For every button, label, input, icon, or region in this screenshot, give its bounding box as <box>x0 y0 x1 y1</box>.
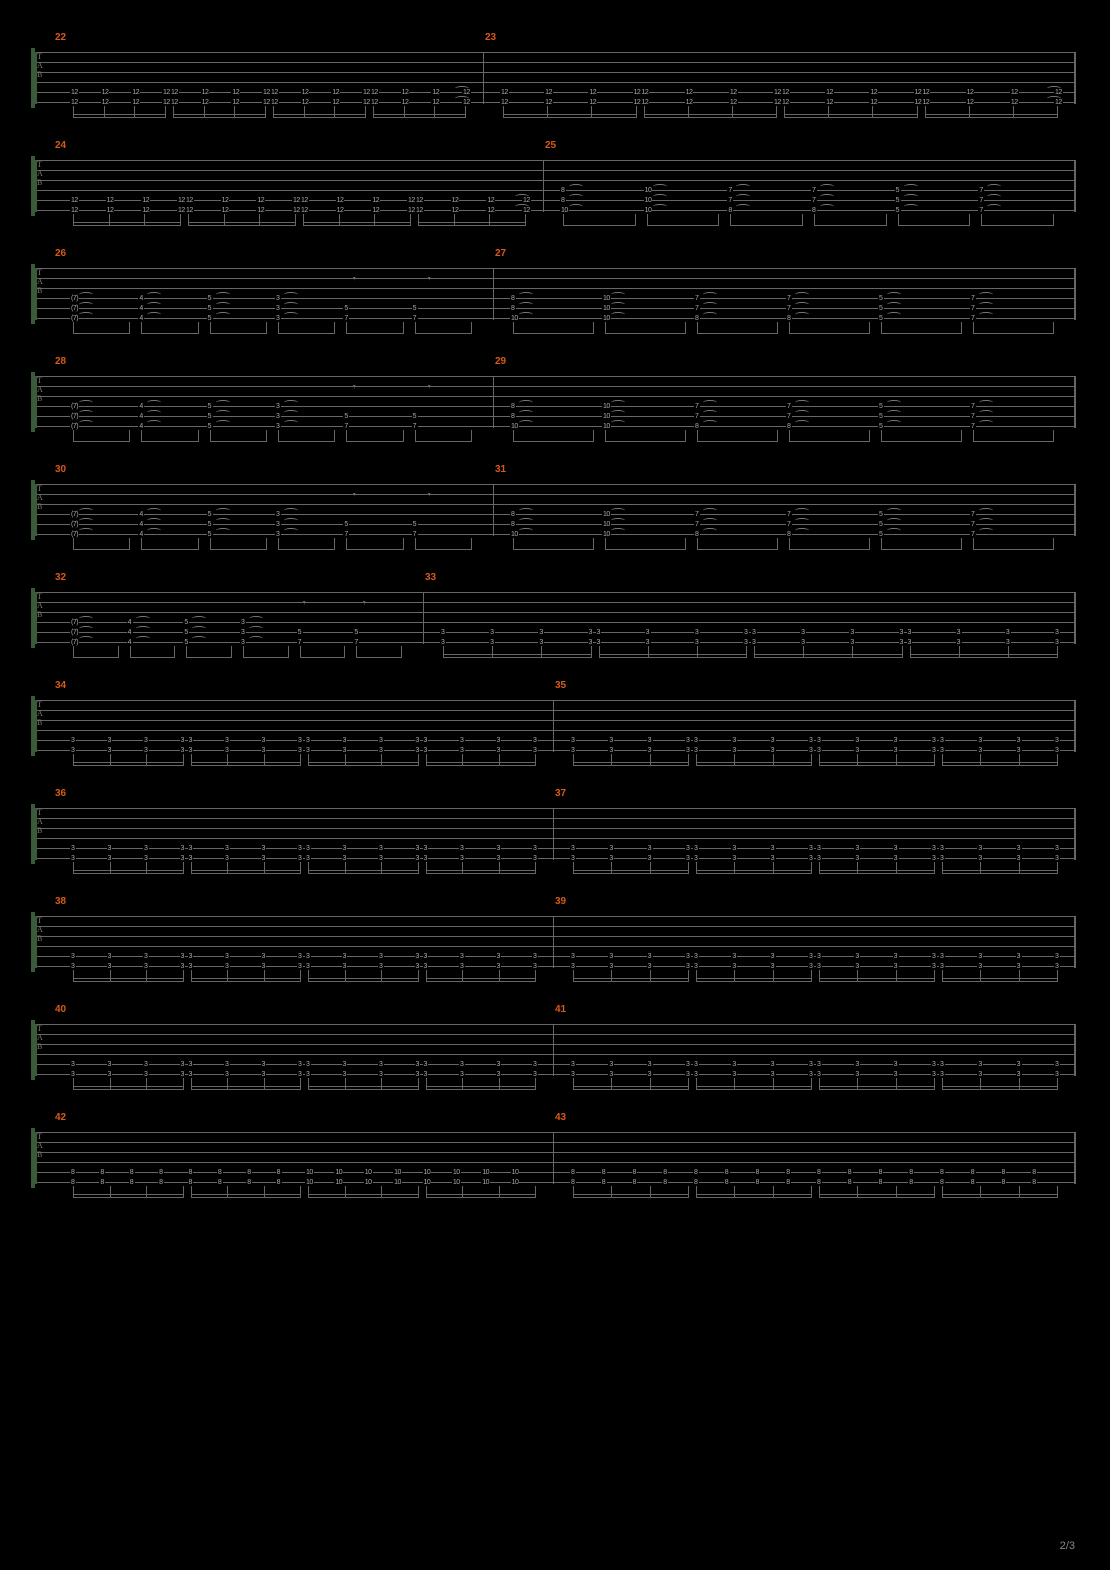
tab-system: TAB3433333333333333333333333333333333353… <box>35 678 1075 768</box>
measure-number: 24 <box>55 140 66 151</box>
measure-number: 27 <box>495 248 506 259</box>
tab-label: TAB <box>37 484 43 511</box>
tab-system: TAB32(7)(7)(7)4445553335757𝄾𝄾33333333333… <box>35 570 1075 660</box>
measure-number: 22 <box>55 32 66 43</box>
measure-number: 38 <box>55 896 66 907</box>
measure-number: 35 <box>555 680 566 691</box>
tab-label: TAB <box>37 376 43 403</box>
measure-number: 37 <box>555 788 566 799</box>
tab-system: TAB2212121212121212121212121212121212121… <box>35 30 1075 120</box>
tab-system: TAB28(7)(7)(7)4445553335757𝄾𝄾29881010101… <box>35 354 1075 444</box>
measure-number: 34 <box>55 680 66 691</box>
measure-number: 25 <box>545 140 556 151</box>
tab-label: TAB <box>37 1132 43 1159</box>
tab-label: TAB <box>37 916 43 943</box>
tab-label: TAB <box>37 52 43 79</box>
measure-number: 33 <box>425 572 436 583</box>
measure-number: 41 <box>555 1004 566 1015</box>
tab-system: TAB2412121212121212121212121212121212121… <box>35 138 1075 228</box>
page-number: 2/3 <box>1060 1540 1075 1552</box>
tab-system: TAB30(7)(7)(7)4445553335757𝄾𝄾31881010101… <box>35 462 1075 552</box>
measure-number: 39 <box>555 896 566 907</box>
measure-number: 30 <box>55 464 66 475</box>
tab-label: TAB <box>37 160 43 187</box>
tab-system: TAB3633333333333333333333333333333333373… <box>35 786 1075 876</box>
measure-number: 40 <box>55 1004 66 1015</box>
tab-system: TAB3833333333333333333333333333333333393… <box>35 894 1075 984</box>
systems-container: TAB2212121212121212121212121212121212121… <box>35 30 1075 1200</box>
measure-number: 43 <box>555 1112 566 1123</box>
tab-label: TAB <box>37 808 43 835</box>
measure-number: 42 <box>55 1112 66 1123</box>
measure-number: 23 <box>485 32 496 43</box>
tab-system: TAB4288888888888888881010101010101010101… <box>35 1110 1075 1200</box>
tab-label: TAB <box>37 268 43 295</box>
measure-number: 32 <box>55 572 66 583</box>
measure-number: 36 <box>55 788 66 799</box>
measure-number: 29 <box>495 356 506 367</box>
tab-system: TAB26(7)(7)(7)4445553335757𝄾𝄾27881010101… <box>35 246 1075 336</box>
tab-label: TAB <box>37 700 43 727</box>
tab-page: TAB2212121212121212121212121212121212121… <box>0 0 1110 1570</box>
measure-number: 31 <box>495 464 506 475</box>
tab-label: TAB <box>37 592 43 619</box>
measure-number: 28 <box>55 356 66 367</box>
tab-label: TAB <box>37 1024 43 1051</box>
tab-system: TAB4033333333333333333333333333333333413… <box>35 1002 1075 1092</box>
measure-number: 26 <box>55 248 66 259</box>
